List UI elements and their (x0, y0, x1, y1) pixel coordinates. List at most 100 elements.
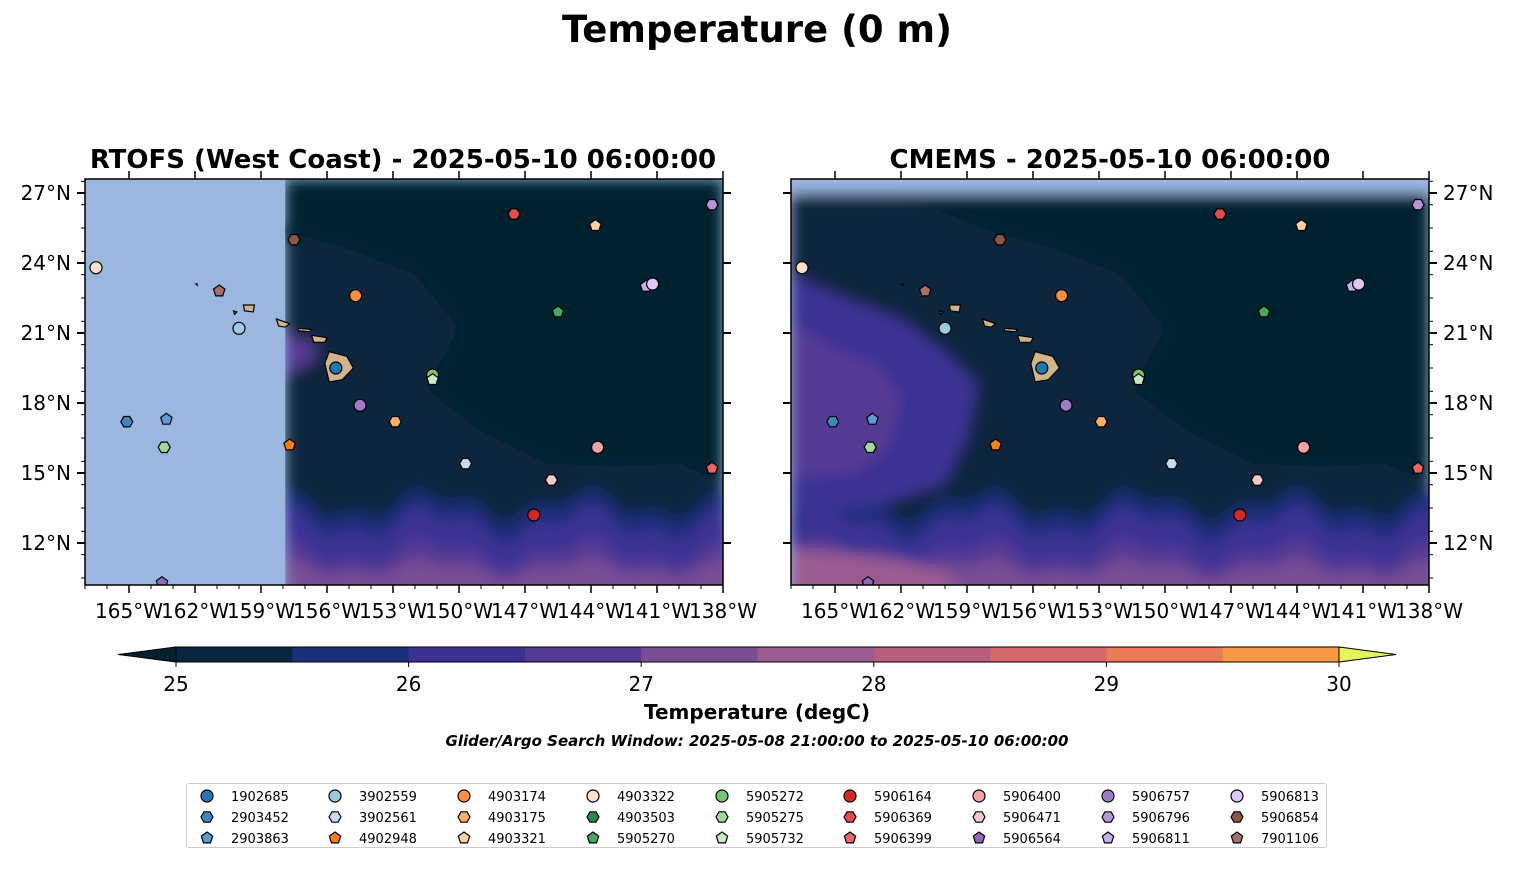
legend-marker-5906369 (843, 811, 857, 823)
legend-entry: 5906757 (1101, 789, 1190, 805)
colorbar-label: Temperature (degC) (644, 700, 870, 724)
legend-marker-5905275 (715, 811, 729, 823)
search-window-note: Glider/Argo Search Window: 2025-05-08 21… (446, 732, 1069, 750)
colorbar-segment (757, 647, 875, 662)
legend-entry: 5905272 (715, 789, 804, 805)
legend-marker-4903321 (457, 831, 471, 844)
colorbar: 25 26 27 28 29 30 (117, 646, 1397, 696)
legend-marker-4902948 (328, 831, 342, 844)
legend-marker-3902561 (328, 811, 342, 823)
rtofs-float-marker-3902559 (232, 321, 246, 335)
legend-label: 5905272 (746, 790, 804, 805)
legend-label: 5906471 (1003, 811, 1061, 826)
figure-title: Temperature (0 m) (562, 8, 952, 51)
cmems-map-panel: CMEMS - 2025-05-10 06:00:00 165°W162°W15… (783, 145, 1493, 623)
colorbar-segment (292, 647, 410, 662)
colorbar-tick-label: 30 (1326, 672, 1351, 696)
rtofs-panel-title: RTOFS (West Coast) - 2025-05-10 06:00:00 (90, 145, 716, 175)
rtofs-float-marker-5905275 (157, 441, 171, 454)
rtofs-float-marker-2903863 (159, 412, 173, 425)
rtofs-axes-frame (84, 178, 724, 586)
legend-entry: 2903863 (200, 831, 289, 847)
legend-entry: 5906164 (843, 789, 932, 805)
legend-entry: 5906564 (972, 831, 1061, 847)
cmems-float-marker-5906400 (1296, 440, 1311, 454)
legend-entry: 5906471 (972, 811, 1061, 826)
colorbar-extend-high (1338, 646, 1397, 663)
cmems-float-marker-4903174 (1054, 289, 1069, 303)
rtofs-x-tick-label: 144°W (557, 599, 625, 623)
cmems-float-marker-5906813 (1351, 277, 1366, 291)
rtofs-x-tick-label: 165°W (95, 599, 163, 623)
rtofs-x-tick-label: 141°W (623, 599, 691, 623)
legend-entry: 4903321 (457, 831, 546, 847)
rtofs-map-panel: RTOFS (West Coast) - 2025-05-10 06:00:00… (21, 145, 758, 623)
legend-label: 4903322 (617, 790, 675, 805)
legend-label: 5906564 (1003, 832, 1061, 847)
colorbar-segment (641, 647, 758, 662)
cmems-axes-frame (790, 178, 1430, 586)
rtofs-float-marker-4903174 (349, 289, 363, 303)
colorbar-tick-label: 29 (1094, 672, 1119, 696)
legend-marker-1902685 (200, 789, 214, 803)
legend-marker-4903503 (586, 811, 600, 823)
legend-entry: 7901106 (1230, 831, 1319, 847)
legend-entry: 5906399 (843, 831, 932, 847)
rtofs-x-tick-label: 159°W (227, 599, 295, 623)
rtofs-y-tick-label: 12°N (21, 531, 71, 555)
rtofs-float-marker-4903321 (588, 218, 602, 232)
cmems-x-tick-label: 144°W (1263, 599, 1331, 623)
cmems-float-markers (795, 198, 1425, 585)
legend-entry: 5905732 (715, 831, 804, 847)
legend-marker-5906471 (972, 811, 986, 823)
legend-label: 5905270 (617, 832, 675, 847)
colorbar-tick-label: 27 (628, 672, 653, 696)
rtofs-y-tick-label: 18°N (21, 391, 71, 415)
legend-marker-5906811 (1101, 831, 1115, 844)
legend-label: 7901106 (1261, 832, 1319, 847)
cmems-x-tick-label: 159°W (933, 599, 1001, 623)
legend-marker-5906813 (1230, 789, 1244, 803)
cmems-float-marker-1902685 (1035, 361, 1049, 375)
colorbar-segment (990, 647, 1107, 662)
rtofs-float-marker-5906757 (353, 398, 367, 412)
legend-label: 5905275 (746, 811, 804, 826)
colorbar-segment (524, 647, 642, 662)
cmems-island-kauai (948, 304, 962, 313)
rtofs-island-nihoa (194, 283, 198, 287)
cmems-float-marker-5906757 (1059, 398, 1073, 412)
legend-marker-5906757 (1101, 789, 1115, 803)
cmems-float-marker-5906164 (1233, 508, 1247, 522)
cmems-y-tick-label: 18°N (1443, 391, 1493, 415)
rtofs-float-marker-5905270 (551, 305, 565, 318)
legend-entry: 5905270 (586, 831, 675, 847)
legend-marker-5906854 (1230, 811, 1244, 823)
rtofs-x-tick-label: 138°W (689, 599, 757, 623)
legend-entry: 4902948 (328, 831, 417, 847)
cmems-float-marker-4903321 (1294, 218, 1308, 232)
cmems-x-tick-label: 141°W (1329, 599, 1397, 623)
rtofs-island-molokai (297, 327, 313, 333)
rtofs-field-zone-27-5 (285, 557, 723, 585)
rtofs-x-tick-label: 150°W (425, 599, 493, 623)
colorbar-segment (1106, 647, 1224, 662)
rtofs-float-marker-4903322 (89, 261, 103, 275)
rtofs-float-marker-5906471 (544, 474, 559, 486)
legend-marker-5905270 (586, 831, 600, 844)
cmems-field-zone-27-5 (791, 557, 1429, 585)
cmems-x-axis: 165°W162°W159°W156°W153°W150°W147°W144°W… (790, 171, 1463, 623)
cmems-float-marker-5905270 (1257, 305, 1271, 318)
legend-label: 3902559 (359, 790, 417, 805)
rtofs-y-tick-label: 15°N (21, 461, 71, 485)
colorbar-tick-label: 25 (163, 672, 188, 696)
cmems-x-tick-label: 162°W (867, 599, 935, 623)
rtofs-float-marker-7901106 (212, 284, 226, 297)
legend-label: 3902561 (359, 811, 417, 826)
cmems-float-marker-4902948 (989, 438, 1003, 451)
cmems-y-tick-label: 24°N (1443, 251, 1493, 275)
rtofs-x-tick-label: 162°W (161, 599, 229, 623)
rtofs-float-marker-2903452 (120, 415, 134, 428)
cmems-y-tick-label: 27°N (1443, 181, 1493, 205)
cmems-float-marker-5906854 (993, 233, 1007, 246)
legend-label: 5906796 (1132, 811, 1190, 826)
